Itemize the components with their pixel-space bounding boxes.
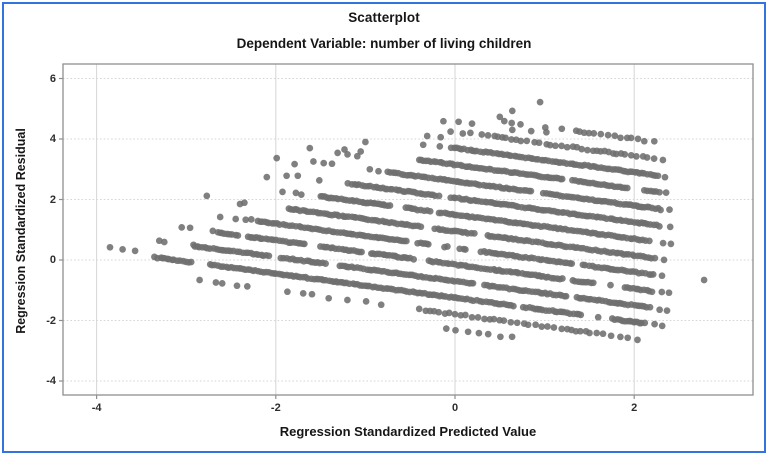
y-tick-label: -4	[46, 375, 56, 387]
chart-title: Scatterplot	[348, 10, 420, 25]
y-tick-label: 4	[49, 133, 56, 145]
plot-frame	[62, 63, 754, 396]
y-tick-label: 2	[49, 193, 56, 206]
y-tick-label: 6	[49, 72, 56, 85]
x-tick-label: 2	[631, 402, 638, 414]
x-tick-label: -4	[91, 402, 102, 414]
chart-subtitle: Dependent Variable: number of living chi…	[236, 36, 532, 51]
x-tick-label: -2	[270, 402, 281, 414]
y-tick-label: 0	[49, 254, 56, 266]
y-tick-label: -2	[46, 314, 56, 327]
x-axis-title: Regression Standardized Predicted Value	[279, 424, 537, 439]
scatter-points	[106, 98, 708, 344]
x-tick-label: 0	[451, 402, 459, 414]
